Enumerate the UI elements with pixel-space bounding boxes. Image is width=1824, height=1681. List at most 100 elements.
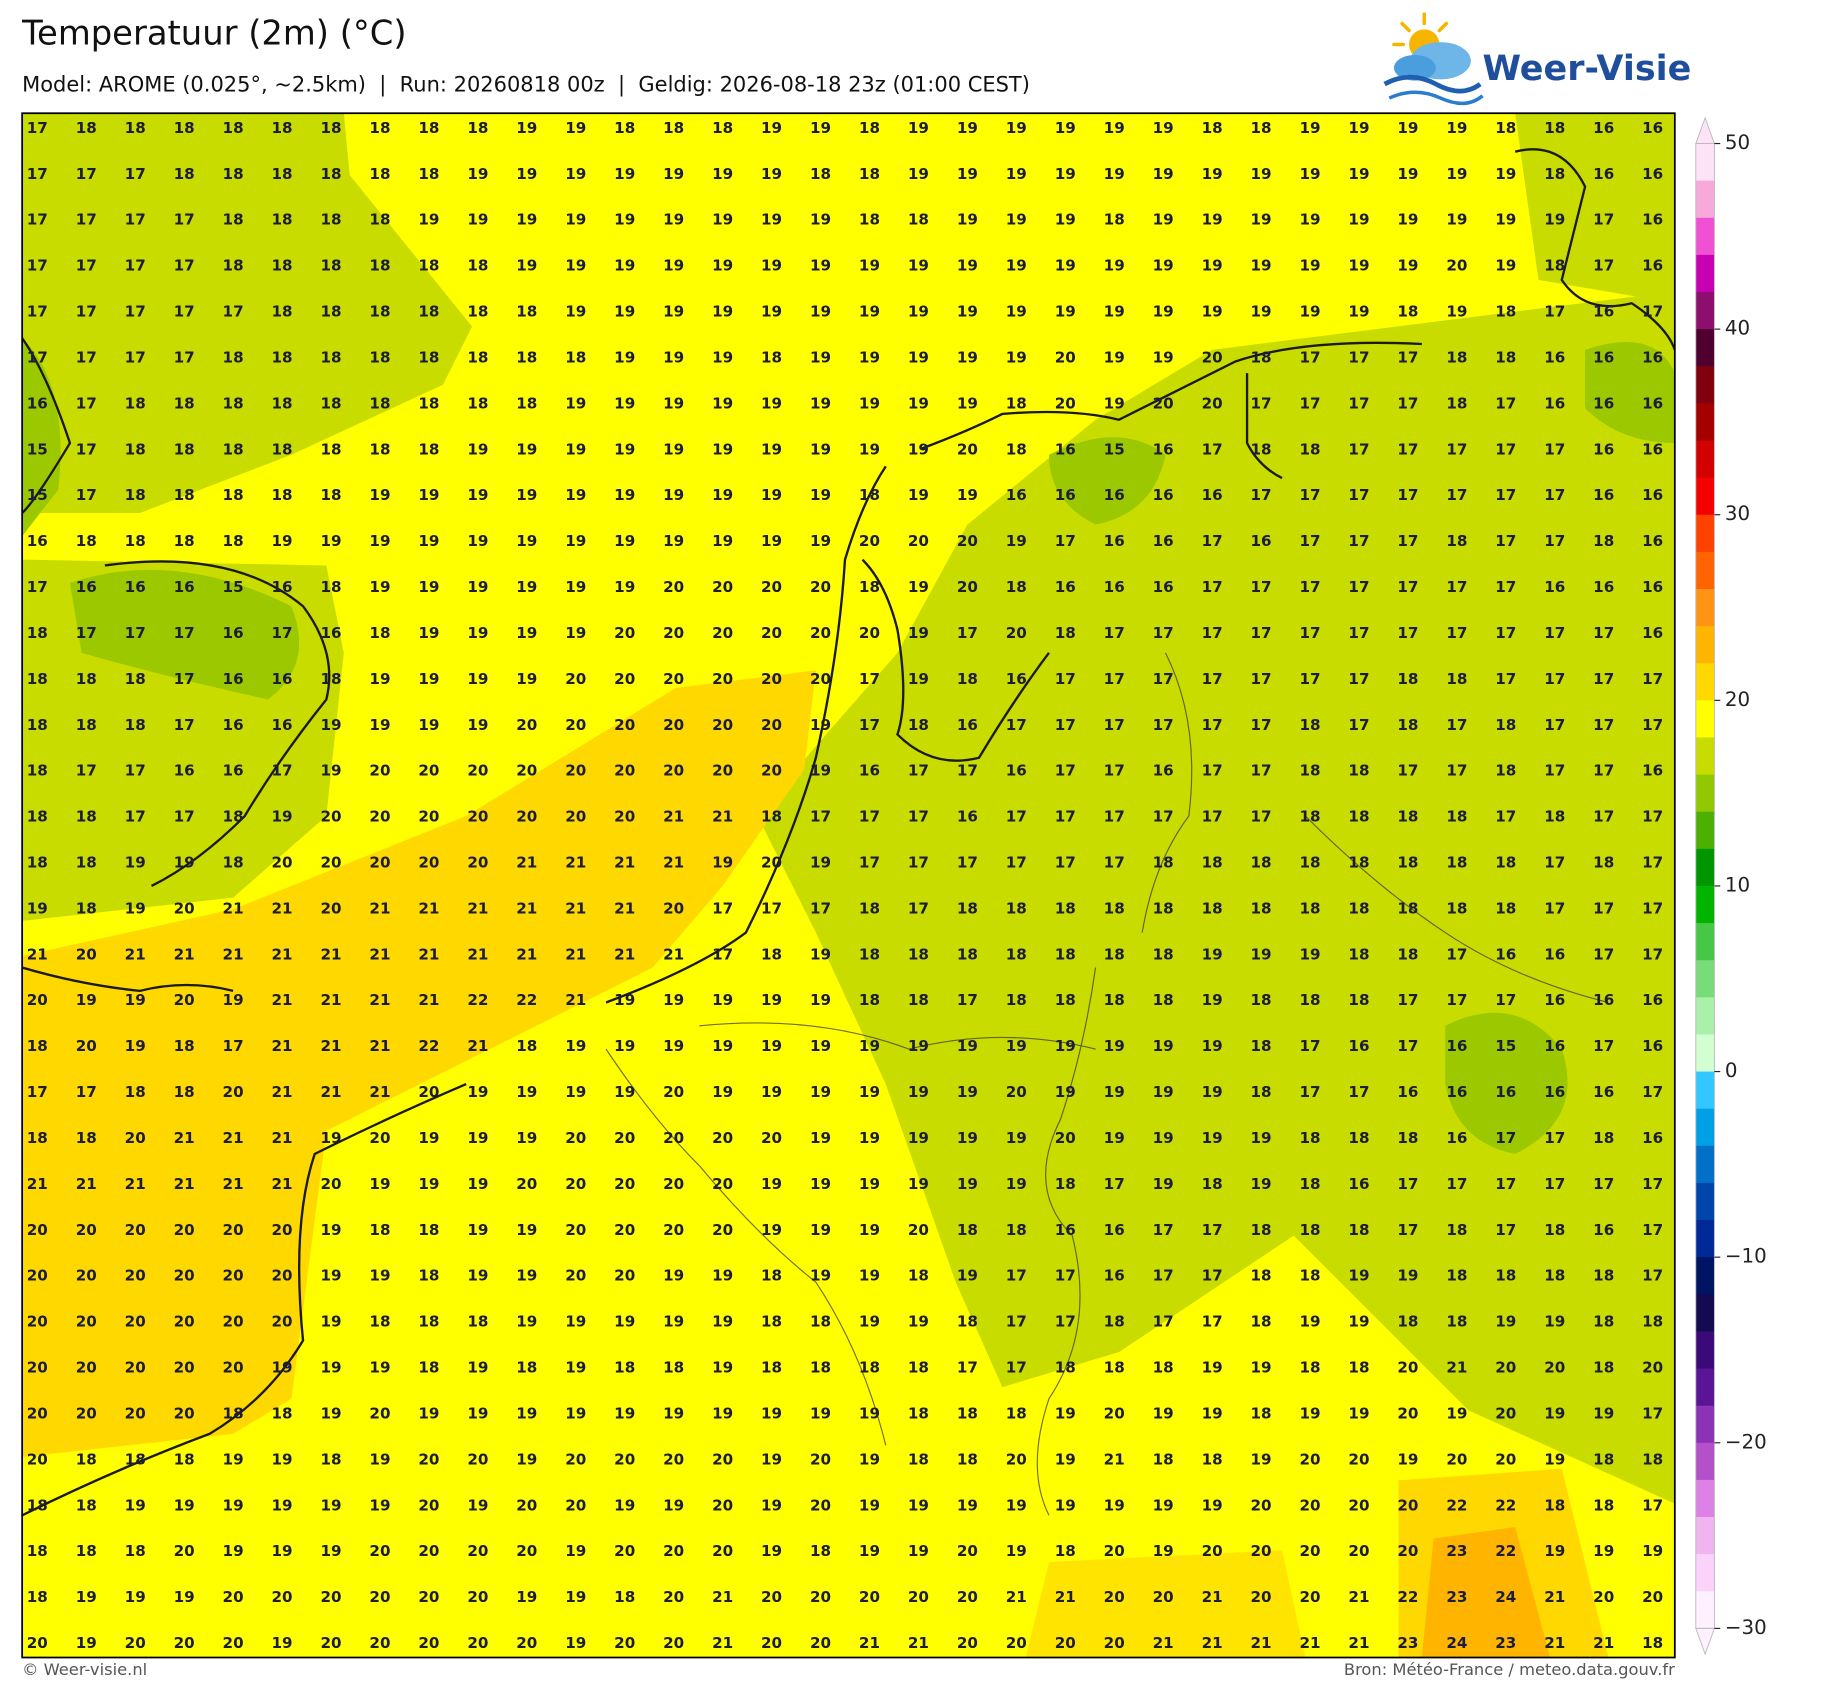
colorbar-segment [1695, 1257, 1715, 1295]
temperature-value: 20 [76, 1037, 97, 1055]
temperature-value: 18 [1544, 1221, 1565, 1239]
temperature-value: 21 [223, 945, 244, 963]
temperature-value: 17 [76, 1083, 97, 1101]
temperature-value: 18 [1299, 1221, 1320, 1239]
temperature-value: 17 [27, 119, 48, 137]
temperature-value: 19 [565, 624, 586, 642]
temperature-value: 20 [614, 1221, 635, 1239]
temperature-value: 17 [174, 348, 195, 366]
temperature-value: 16 [1348, 1175, 1369, 1193]
temperature-value: 17 [76, 211, 97, 229]
temperature-value: 21 [369, 945, 390, 963]
temperature-value: 19 [761, 303, 782, 321]
temperature-value: 17 [859, 716, 880, 734]
temperature-value: 20 [174, 1542, 195, 1560]
temperature-value: 20 [712, 1450, 733, 1468]
temperature-value: 21 [1153, 1634, 1174, 1652]
temperature-value: 19 [908, 303, 929, 321]
temperature-value: 19 [761, 1037, 782, 1055]
temperature-value: 22 [1446, 1496, 1467, 1514]
temperature-value: 19 [663, 532, 684, 550]
temperature-value: 20 [712, 1496, 733, 1514]
temperature-value: 19 [565, 119, 586, 137]
temperature-value: 19 [1153, 1129, 1174, 1147]
temperature-value: 19 [320, 1542, 341, 1560]
temperature-value: 18 [1006, 1404, 1027, 1422]
temperature-value: 20 [1397, 1404, 1418, 1422]
colorbar-segment [1695, 663, 1715, 701]
temperature-value: 18 [467, 119, 488, 137]
temperature-value: 18 [174, 1037, 195, 1055]
temperature-value: 18 [125, 394, 146, 412]
temperature-value: 21 [467, 1037, 488, 1055]
temperature-value: 17 [1299, 578, 1320, 596]
temperature-value: 20 [125, 1634, 146, 1652]
temperature-value: 20 [663, 716, 684, 734]
temperature-value: 22 [1397, 1588, 1418, 1606]
temperature-value: 18 [369, 211, 390, 229]
temperature-value: 18 [957, 945, 978, 963]
temperature-value: 16 [1642, 119, 1663, 137]
temperature-value: 20 [418, 1496, 439, 1514]
temperature-value: 17 [1495, 440, 1516, 458]
temperature-value: 21 [272, 945, 293, 963]
temperature-value: 16 [1544, 1037, 1565, 1055]
temperature-value: 19 [1055, 211, 1076, 229]
temperature-value: 15 [223, 578, 244, 596]
temperature-value: 19 [369, 1175, 390, 1193]
temperature-value: 19 [859, 394, 880, 412]
temperature-value: 19 [712, 165, 733, 183]
temperature-value: 19 [125, 853, 146, 871]
temperature-value: 19 [908, 486, 929, 504]
temperature-value: 19 [1446, 1404, 1467, 1422]
temperature-value: 18 [859, 899, 880, 917]
temperature-value: 18 [467, 394, 488, 412]
temperature-value: 16 [1593, 165, 1614, 183]
temperature-value: 20 [320, 853, 341, 871]
temperature-value: 16 [1202, 486, 1223, 504]
temperature-value: 17 [957, 762, 978, 780]
temperature-value: 16 [1446, 1037, 1467, 1055]
temperature-value: 19 [663, 165, 684, 183]
colorbar-segment [1695, 700, 1715, 739]
temperature-value: 18 [76, 1129, 97, 1147]
temperature-value: 18 [272, 1404, 293, 1422]
temperature-value: 18 [1251, 991, 1272, 1009]
temperature-value: 19 [908, 394, 929, 412]
temperature-value: 19 [908, 1175, 929, 1193]
temperature-value: 17 [1495, 1175, 1516, 1193]
temperature-value: 17 [76, 303, 97, 321]
temperature-value: 16 [1593, 440, 1614, 458]
temperature-value: 19 [1348, 211, 1369, 229]
temperature-value: 17 [957, 853, 978, 871]
temperature-value: 18 [125, 670, 146, 688]
temperature-value: 17 [1006, 808, 1027, 826]
temperature-value: 21 [272, 1037, 293, 1055]
temperature-value: 19 [1104, 1496, 1125, 1514]
temperature-value: 17 [272, 624, 293, 642]
temperature-value: 20 [565, 716, 586, 734]
temperature-value: 18 [1299, 853, 1320, 871]
temperature-value: 19 [957, 1267, 978, 1285]
temperature-value: 20 [418, 1450, 439, 1468]
temperature-value: 18 [76, 1542, 97, 1560]
temperature-value: 19 [663, 394, 684, 412]
temperature-value: 19 [418, 532, 439, 550]
temperature-value: 18 [1251, 1221, 1272, 1239]
temperature-value: 17 [859, 670, 880, 688]
temperature-value: 18 [1397, 853, 1418, 871]
temperature-value: 17 [1446, 486, 1467, 504]
temperature-value: 19 [614, 532, 635, 550]
subtitle: Model: AROME (0.025°, ~2.5km) | Run: 202… [22, 72, 1030, 97]
temperature-value: 19 [1153, 1404, 1174, 1422]
temperature-value: 19 [1104, 1037, 1125, 1055]
temperature-value: 19 [272, 1359, 293, 1377]
temperature-value: 19 [320, 1267, 341, 1285]
temperature-value: 18 [1006, 899, 1027, 917]
temperature-value: 18 [174, 165, 195, 183]
colorbar-segment [1695, 143, 1715, 182]
temperature-value: 17 [1397, 762, 1418, 780]
temperature-value: 19 [761, 1083, 782, 1101]
temperature-value: 17 [1348, 532, 1369, 550]
temperature-value: 17 [76, 762, 97, 780]
